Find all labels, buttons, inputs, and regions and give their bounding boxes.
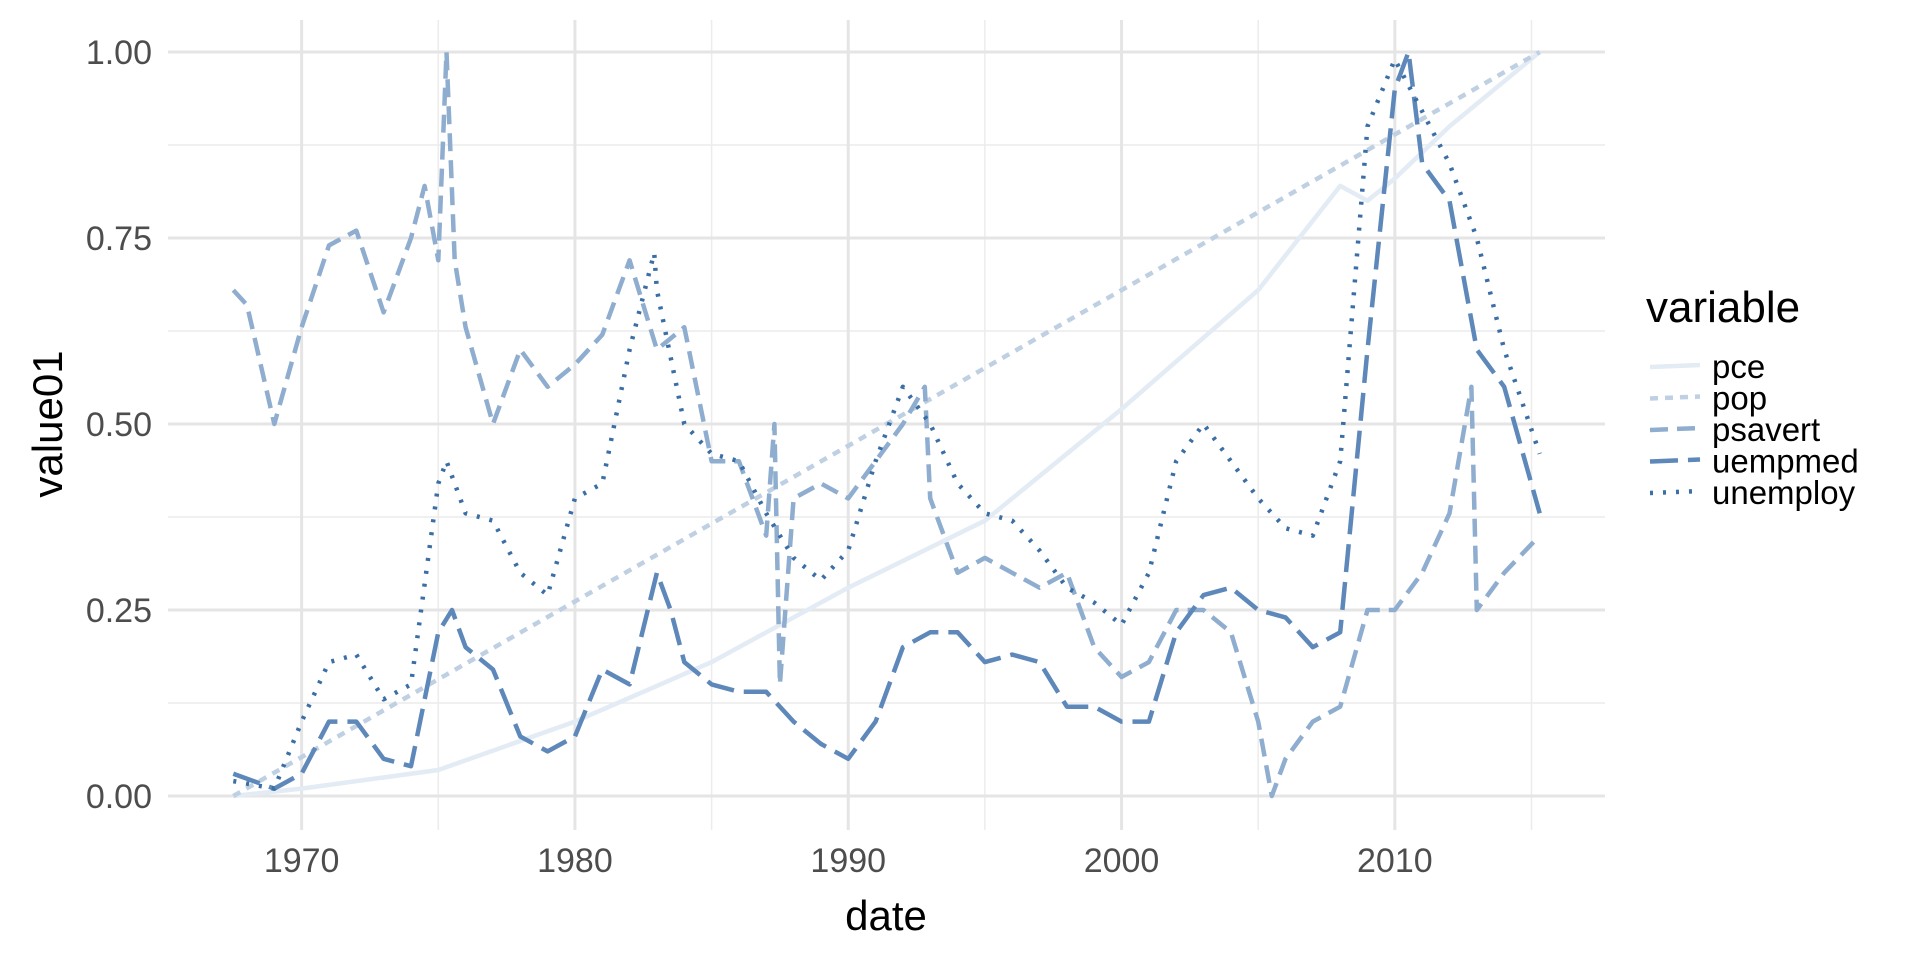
y-tick-label: 0.75: [86, 220, 152, 258]
legend-key-unemploy: [1649, 488, 1701, 496]
legend-title: variable: [1646, 283, 1800, 332]
legend-label-pop: pop: [1712, 380, 1767, 417]
x-axis-title: date: [845, 892, 927, 939]
series-line-uempmed: [232, 49, 1542, 791]
y-axis-title: value01: [24, 350, 71, 497]
x-tick-label: 2010: [1357, 842, 1433, 880]
legend-key-pop: [1649, 394, 1701, 401]
y-tick-label: 0.50: [86, 406, 152, 444]
legend-label-psavert: psavert: [1712, 411, 1820, 448]
y-axis-ticks: 0.00 0.25 0.50 0.75 1.00: [86, 34, 152, 816]
x-tick-label: 1980: [537, 842, 613, 880]
legend-key-psavert: [1649, 425, 1701, 433]
gridlines: [168, 20, 1605, 830]
legend-key-pce: [1649, 362, 1701, 370]
series-line-psavert: [231, 49, 1542, 799]
series-line-pce: [233, 50, 1542, 799]
legend-key-uempmed: [1649, 457, 1701, 464]
legend-label-pce: pce: [1712, 348, 1765, 385]
y-tick-label: 0.25: [86, 592, 152, 630]
series-lines: [231, 49, 1542, 799]
series-line-pop: [232, 50, 1541, 798]
y-tick-label: 0.00: [86, 778, 152, 816]
x-tick-label: 1970: [264, 842, 340, 880]
x-tick-label: 2000: [1084, 842, 1160, 880]
x-axis-ticks: 1970 1980 1990 2000 2010: [264, 842, 1433, 880]
legend-label-unemploy: unemploy: [1712, 474, 1856, 511]
legend-label-uempmed: uempmed: [1712, 443, 1859, 480]
y-tick-label: 1.00: [86, 34, 152, 72]
x-tick-label: 1990: [810, 842, 886, 880]
